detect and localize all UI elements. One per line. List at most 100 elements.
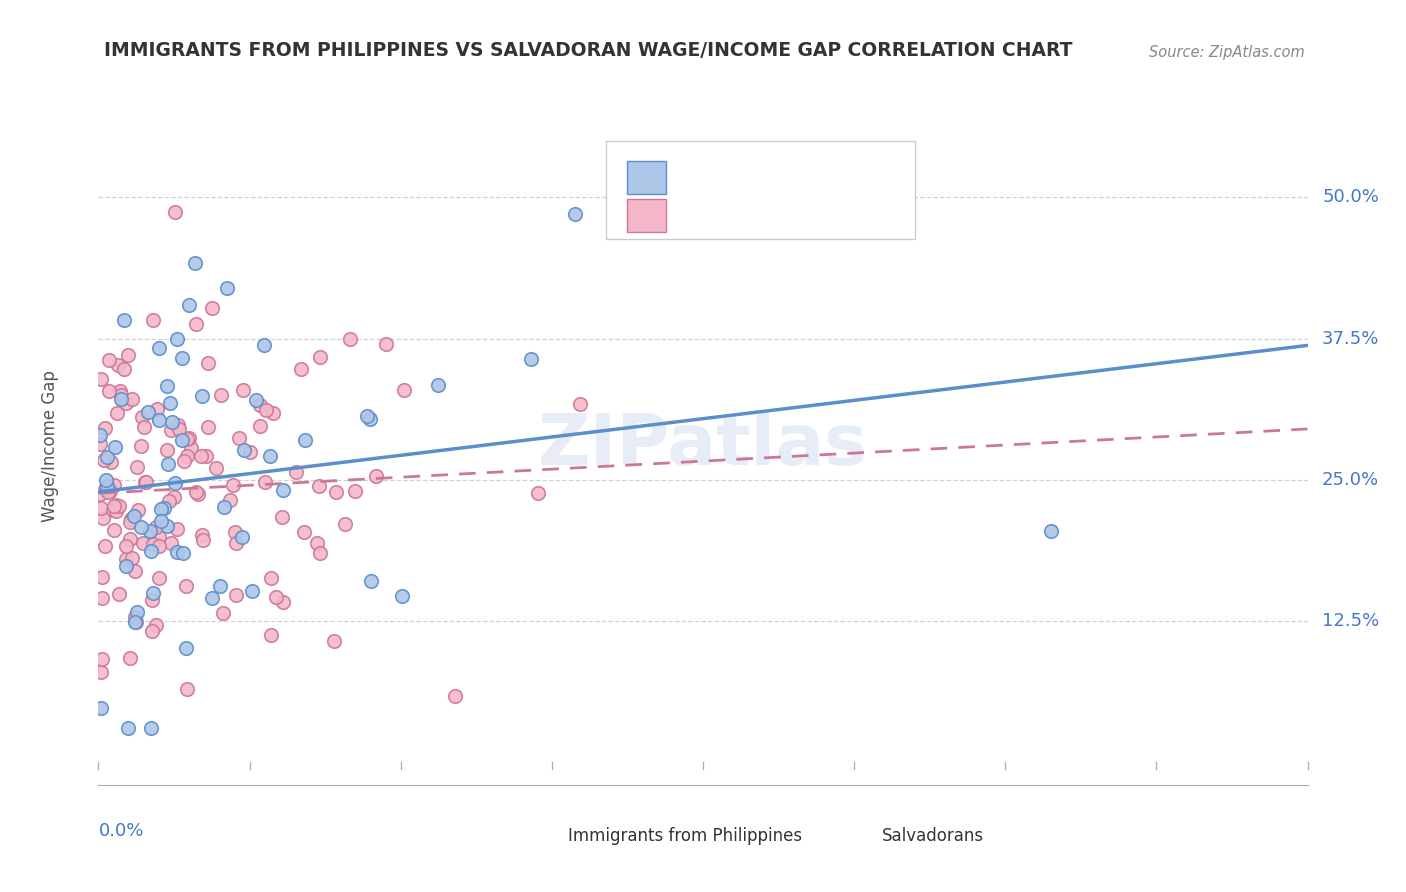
Point (225, 588, 247, 602)
Point (148, 571, 170, 585)
Point (212, 607, 235, 621)
Point (179, 431, 201, 445)
Point (212, 500, 235, 514)
Point (344, 484, 367, 499)
Point (150, 514, 173, 528)
Point (165, 204, 187, 219)
Point (159, 536, 181, 550)
Point (136, 404, 159, 418)
Point (172, 351, 194, 365)
Point (260, 571, 283, 585)
Point (290, 361, 312, 376)
Point (180, 441, 202, 455)
Point (254, 475, 277, 489)
Point (191, 389, 214, 403)
Point (309, 351, 332, 365)
Point (115, 396, 138, 410)
Text: 0.0%: 0.0% (98, 822, 143, 840)
Text: Immigrants from Philippines: Immigrants from Philippines (568, 827, 801, 845)
Point (127, 502, 149, 516)
Point (156, 443, 179, 458)
FancyBboxPatch shape (606, 141, 915, 239)
Point (145, 520, 167, 534)
Point (173, 454, 195, 468)
Point (177, 298, 200, 312)
Text: R = 0.039   N = 127: R = 0.039 N = 127 (681, 207, 862, 225)
Text: IMMIGRANTS FROM PHILIPPINES VS SALVADORAN WAGE/INCOME GAP CORRELATION CHART: IMMIGRANTS FROM PHILIPPINES VS SALVADORA… (104, 40, 1073, 60)
Point (94, 480, 117, 494)
Text: R = 0.057   N =  59: R = 0.057 N = 59 (681, 169, 856, 186)
Point (124, 564, 146, 578)
Point (294, 433, 316, 447)
Point (89, 427, 111, 442)
Point (568, 397, 591, 411)
Point (90, 665, 112, 679)
Point (96, 478, 118, 492)
Point (131, 535, 153, 549)
Point (527, 485, 550, 500)
Point (167, 417, 190, 432)
Point (103, 523, 125, 537)
Point (131, 439, 153, 453)
Point (172, 546, 194, 560)
Point (1039, 524, 1062, 538)
Point (120, 511, 142, 525)
Text: 50.0%: 50.0% (1322, 188, 1379, 206)
Point (259, 449, 281, 463)
Point (176, 449, 198, 463)
Point (308, 478, 330, 492)
Point (233, 443, 256, 458)
Point (333, 517, 356, 532)
Point (103, 478, 125, 492)
Point (135, 475, 157, 489)
Point (157, 457, 180, 471)
Point (141, 544, 163, 558)
Point (184, 256, 207, 270)
Point (91, 652, 114, 666)
Point (174, 579, 197, 593)
Point (104, 440, 127, 454)
Point (339, 332, 361, 346)
Point (120, 532, 142, 546)
Point (108, 384, 131, 399)
Point (139, 722, 162, 736)
Point (325, 485, 347, 500)
Point (145, 618, 167, 632)
Point (112, 313, 135, 327)
Point (217, 280, 239, 294)
Point (240, 584, 263, 599)
Point (90, 501, 112, 516)
Point (103, 499, 125, 513)
Point (253, 338, 276, 352)
Point (172, 434, 194, 448)
Point (125, 605, 148, 619)
Point (364, 468, 387, 483)
Point (132, 420, 155, 434)
Point (148, 539, 170, 553)
Point (97, 485, 120, 500)
Point (121, 550, 143, 565)
Point (146, 401, 169, 416)
Point (108, 500, 131, 514)
Point (107, 358, 129, 372)
Point (110, 392, 132, 407)
Point (117, 722, 139, 736)
Point (360, 574, 382, 588)
Point (249, 398, 271, 412)
Point (174, 640, 197, 655)
Point (90, 700, 112, 714)
Point (193, 533, 215, 547)
Point (228, 431, 250, 445)
Point (142, 536, 165, 550)
Point (91, 569, 114, 583)
Point (160, 415, 183, 429)
Point (208, 579, 231, 593)
Point (264, 590, 287, 604)
Point (201, 301, 224, 316)
Point (117, 348, 139, 362)
Point (120, 650, 142, 665)
Point (285, 465, 308, 479)
Point (148, 413, 170, 427)
Point (271, 483, 294, 498)
Point (262, 406, 284, 420)
